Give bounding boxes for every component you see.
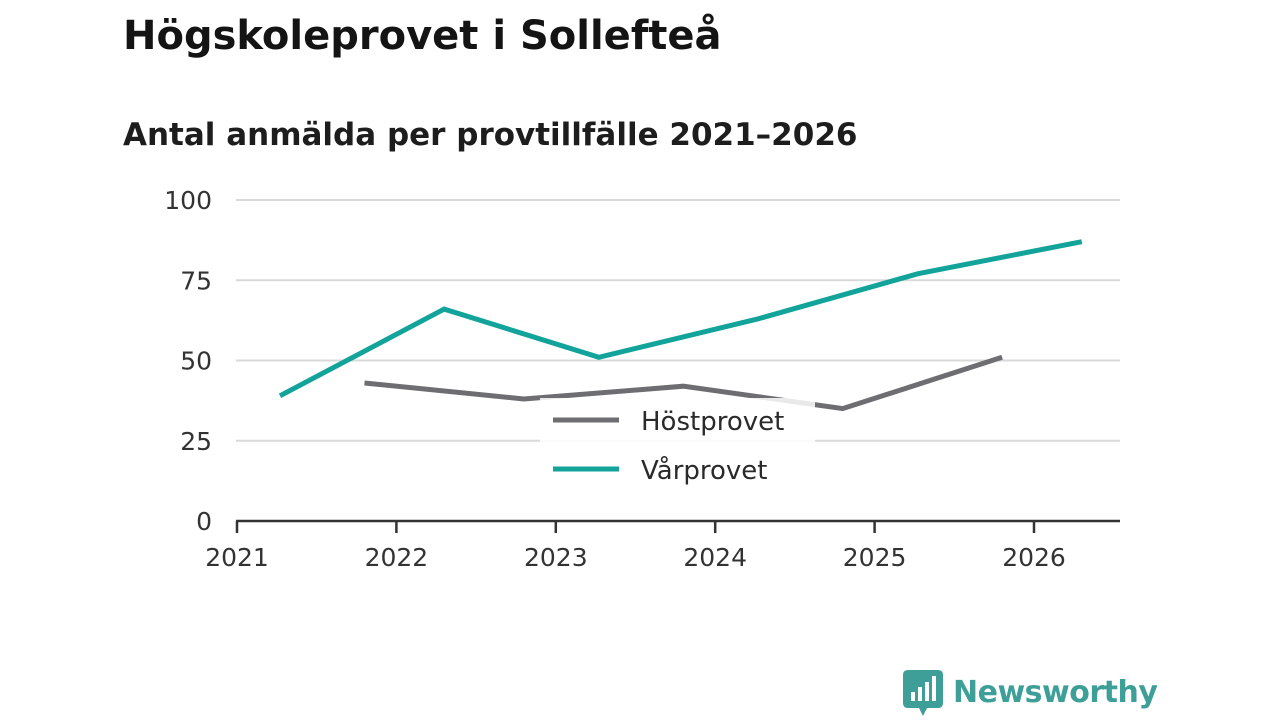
legend: Höstprovet Vårprovet <box>540 398 815 494</box>
legend-background <box>540 398 815 494</box>
chart-title: Högskoleprovet i Sollefteå <box>123 13 722 59</box>
brand-name: Newsworthy <box>953 675 1158 710</box>
newsworthy-logo-icon <box>903 670 943 716</box>
y-tick-label: 75 <box>180 266 212 295</box>
x-tick-label: 2023 <box>524 543 588 572</box>
y-tick-label: 50 <box>180 347 212 376</box>
x-tick-label: 2022 <box>365 543 429 572</box>
newsworthy-brand: Newsworthy <box>903 670 1158 716</box>
chart-subtitle: Antal anmälda per provtillfälle 2021–202… <box>123 117 858 153</box>
axes: 0 25 50 75 100 2021 2022 2023 2024 2025 2026 <box>164 186 1120 572</box>
x-tick-label: 2021 <box>205 543 269 572</box>
series-line-vårprovet <box>278 239 1083 399</box>
legend-label-vårprovet: Vårprovet <box>641 455 768 486</box>
x-tick-label: 2025 <box>843 543 907 572</box>
series-lines <box>278 239 1083 412</box>
y-tick-label: 25 <box>180 427 212 456</box>
x-tick-label: 2024 <box>683 543 747 572</box>
legend-label-höstprovet: Höstprovet <box>641 407 784 437</box>
y-tick-label: 100 <box>164 186 212 215</box>
y-tick-label: 0 <box>196 507 212 536</box>
x-tick-label: 2026 <box>1002 543 1066 572</box>
